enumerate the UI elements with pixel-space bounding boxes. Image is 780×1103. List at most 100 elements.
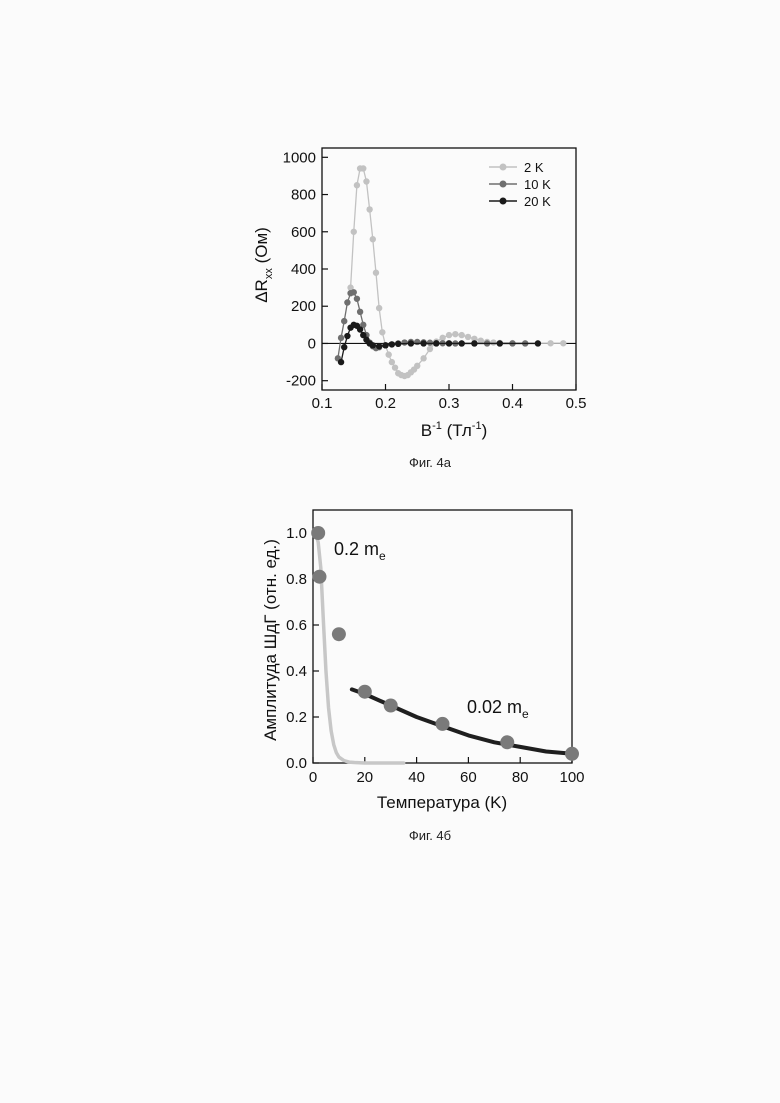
chart-4a-data-point <box>433 340 439 346</box>
figure-4a-caption: Фиг. 4а <box>330 455 530 470</box>
chart-4a-data-point <box>357 309 363 315</box>
chart-4a-data-point <box>376 343 382 349</box>
chart-4a-data-point <box>490 339 496 345</box>
chart-4a-data-point <box>414 363 420 369</box>
chart-4a: 0.10.20.30.40.5 -20002004006008001000 2 … <box>252 148 586 440</box>
chart-4a-data-point <box>427 340 433 346</box>
chart-4a-data-point <box>360 165 366 171</box>
chart-4b: 020406080100 0.00.20.40.60.81.0 0.2 me 0… <box>261 510 585 812</box>
chart-4a-data-point <box>535 340 541 346</box>
chart-4a-data-point <box>354 296 360 302</box>
chart-4a-data-point <box>351 289 357 295</box>
chart-4b-x-tick-label: 80 <box>512 769 529 786</box>
chart-4b-fit-curve <box>316 533 404 763</box>
chart-4a-x-ticks: 0.1 0.2 0.3 0.4 0.5 <box>312 384 587 412</box>
chart-4b-x-tick-label: 0 <box>309 769 317 786</box>
chart-4a-y-tick-label: 400 <box>291 261 316 278</box>
chart-4b-annotation-heavy: 0.2 me <box>334 539 386 563</box>
chart-4a-data-point <box>389 359 395 365</box>
chart-4a-y-tick-label: 200 <box>291 298 316 315</box>
chart-4a-y-tick-label: 1000 <box>283 149 316 166</box>
chart-4a-y-ticks: -20002004006008001000 <box>283 149 328 389</box>
chart-4a-legend-marker <box>500 164 507 171</box>
chart-4b-y-tick-label: 0.6 <box>286 617 307 634</box>
chart-4a-legend-label: 10 K <box>524 177 551 192</box>
chart-4b-data-point <box>358 685 372 699</box>
chart-4a-data-point <box>366 206 372 212</box>
chart-4b-x-tick-label: 60 <box>460 769 477 786</box>
chart-4a-data-point <box>338 359 344 365</box>
chart-4a-data-point <box>420 355 426 361</box>
chart-4a-data-point <box>373 270 379 276</box>
chart-4a-data-point <box>395 341 401 347</box>
chart-4b-y-ticks: 0.00.20.40.60.81.0 <box>286 525 319 772</box>
chart-4a-data-point <box>459 340 465 346</box>
chart-4b-annotation-light: 0.02 me <box>467 697 529 721</box>
chart-4a-data-point <box>357 326 363 332</box>
chart-4a-data-point <box>420 340 426 346</box>
chart-4a-data-point <box>344 333 350 339</box>
chart-4a-data-point <box>427 346 433 352</box>
chart-4a-x-tick-label: 0.5 <box>566 395 587 412</box>
chart-4a-data-point <box>341 344 347 350</box>
chart-4a-data-point <box>379 329 385 335</box>
chart-4b-data-point <box>332 627 346 641</box>
chart-4b-data-point <box>311 526 325 540</box>
chart-4b-y-tick-label: 1.0 <box>286 525 307 542</box>
chart-4b-data-point <box>312 570 326 584</box>
chart-4a-data-point <box>446 340 452 346</box>
chart-4a-y-label: ΔRxx (Ом) <box>252 227 275 303</box>
chart-4a-y-tick-label: 800 <box>291 187 316 204</box>
chart-4b-x-tick-label: 40 <box>408 769 425 786</box>
chart-4a-y-tick-label: -200 <box>286 373 316 390</box>
chart-4b-data-point <box>384 699 398 713</box>
chart-4a-legend-label: 20 K <box>524 194 551 209</box>
chart-4a-legend-marker <box>500 198 507 205</box>
chart-4a-x-tick-label: 0.3 <box>439 395 460 412</box>
chart-4a-data-point <box>392 364 398 370</box>
chart-4a-data-point <box>341 318 347 324</box>
chart-4a-data-point <box>385 351 391 357</box>
chart-4a-data-point <box>452 331 458 337</box>
chart-4a-y-tick-label: 0 <box>308 335 316 352</box>
chart-4a-data-point <box>414 339 420 345</box>
chart-4a-data-point <box>401 339 407 345</box>
chart-4b-y-label: Амплитуда ШдГ (отн. ед.) <box>261 539 280 741</box>
chart-4b-y-tick-label: 0.0 <box>286 755 307 772</box>
chart-4a-data-point <box>560 340 566 346</box>
chart-4a-data-point <box>344 299 350 305</box>
chart-4a-data-point <box>363 178 369 184</box>
chart-4a-data-point <box>376 305 382 311</box>
chart-4a-data-point <box>408 340 414 346</box>
chart-4b-x-label: Температура (K) <box>377 793 507 812</box>
chart-4b-fit-curve <box>352 689 572 753</box>
chart-4a-data-point <box>351 229 357 235</box>
chart-4b-points <box>311 526 579 761</box>
chart-4a-x-label: B-1 (Тл-1) <box>421 420 488 440</box>
chart-4b-x-tick-label: 100 <box>559 769 584 786</box>
chart-4b-data-point <box>500 735 514 749</box>
chart-4a-x-tick-label: 0.1 <box>312 395 333 412</box>
chart-4a-data-point <box>471 340 477 346</box>
chart-4a-data-point <box>389 341 395 347</box>
chart-4b-y-tick-label: 0.4 <box>286 663 307 680</box>
chart-4a-data-point <box>459 332 465 338</box>
chart-4a-data-point <box>338 335 344 341</box>
chart-4b-data-point <box>436 717 450 731</box>
chart-4a-data-point <box>446 332 452 338</box>
chart-4b-y-tick-label: 0.8 <box>286 571 307 588</box>
chart-4a-legend-marker <box>500 181 507 188</box>
chart-4a-x-tick-label: 0.2 <box>375 395 396 412</box>
chart-4a-data-point <box>465 334 471 340</box>
chart-4b-data-point <box>565 747 579 761</box>
chart-4b-x-tick-label: 20 <box>356 769 373 786</box>
chart-4a-data-point <box>497 340 503 346</box>
chart-4a-data-point <box>382 342 388 348</box>
figure-4b-caption: Фиг. 4б <box>330 828 530 843</box>
chart-4a-data-point <box>547 340 553 346</box>
chart-4a-data-point <box>354 182 360 188</box>
chart-4a-x-tick-label: 0.4 <box>502 395 523 412</box>
chart-4a-legend-label: 2 K <box>524 160 544 175</box>
